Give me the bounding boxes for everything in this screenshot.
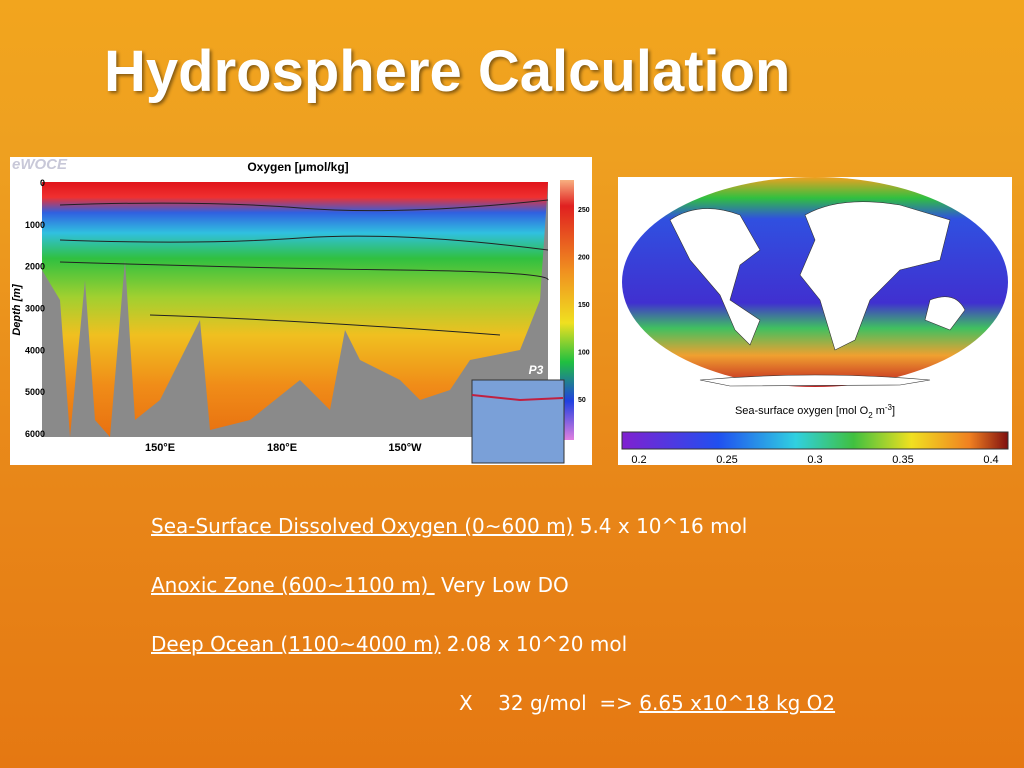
depth-tick-label: 2000 [25,262,45,272]
color-scale [560,180,574,440]
text-line: Sea-Surface Dissolved Oxygen (0~600 m) 5… [151,514,747,538]
map-scale-ticks: 0.2 0.25 0.3 0.35 0.4 [631,454,998,466]
contours [59,199,549,336]
depth-tick-label: 1000 [25,220,45,230]
map-scale-tick-label: 0.4 [983,454,998,466]
map-scale-tick-label: 0.25 [716,454,737,466]
text-line: Anoxic Zone (600~1100 m) Very Low DO [151,573,569,597]
map-caption: Sea-surface oxygen [mol O2 m-3] [735,403,895,420]
slide-title: Hydrosphere Calculation [104,39,791,104]
map-scale-tick-label: 0.3 [807,454,822,466]
depth-tick-label: 6000 [25,429,45,439]
link[interactable]: Sea-Surface Dissolved Oxygen (0~600 m) [151,514,574,538]
inset-track [471,394,564,402]
scale-tick-label: 50 [578,397,586,404]
figure-title: Oxygen [μmol/kg] [247,160,348,174]
map-land [669,201,966,387]
x-tick-label: 150°E [145,442,175,454]
depth-ticks: 0 1000 2000 3000 4000 5000 6000 [25,178,45,439]
depth-tick-label: 0 [40,178,45,188]
result-text: X 32 g/mol => [459,691,633,715]
text-line: Deep Ocean (1100~4000 m) 2.08 x 10^20 mo… [151,632,627,656]
caption-text: m [876,405,885,417]
value-text: 5.4 x 10^16 mol [579,514,748,538]
link[interactable]: Anoxic Zone (600~1100 m) [151,573,435,597]
map-scale-tick-label: 0.2 [631,454,646,466]
scale-ticks: 250 200 150 100 50 [578,207,590,404]
scale-tick-label: 200 [578,255,590,262]
logo: eWOCE [12,156,68,173]
link[interactable]: 6.65 x10^18 kg O2 [639,691,836,715]
map-color-scale [621,431,1009,450]
result-line: X 32 g/mol => 6.65 x10^18 kg O2 [459,691,835,715]
x-tick-label: 180°E [267,442,297,454]
caption-sup: -3 [885,403,893,412]
value-text: Very Low DO [441,573,569,597]
value-text: 2.08 x 10^20 mol [446,632,628,656]
y-axis-label: Depth [m] [11,284,23,336]
depth-tick-label: 5000 [25,387,45,397]
link[interactable]: Deep Ocean (1100~4000 m) [151,632,441,656]
scale-tick-label: 150 [578,302,590,309]
scale-tick-label: 100 [578,350,590,357]
depth-tick-label: 4000 [25,345,45,355]
caption-text: Sea-surface oxygen [mol O [735,405,869,417]
x-tick-label: 150°W [388,442,422,454]
inset-label: P3 [529,363,544,377]
figures: eWOCE Oxygen [μmol/kg] 0 1000 2000 3000 4000… [11,156,1009,466]
depth-tick-label: 3000 [25,304,45,314]
caption-text: ] [892,405,895,417]
scale-tick-label: 250 [578,207,590,214]
inset-map [471,379,565,464]
map-scale-tick-label: 0.35 [892,454,913,466]
caption-sub: 2 [868,411,873,420]
